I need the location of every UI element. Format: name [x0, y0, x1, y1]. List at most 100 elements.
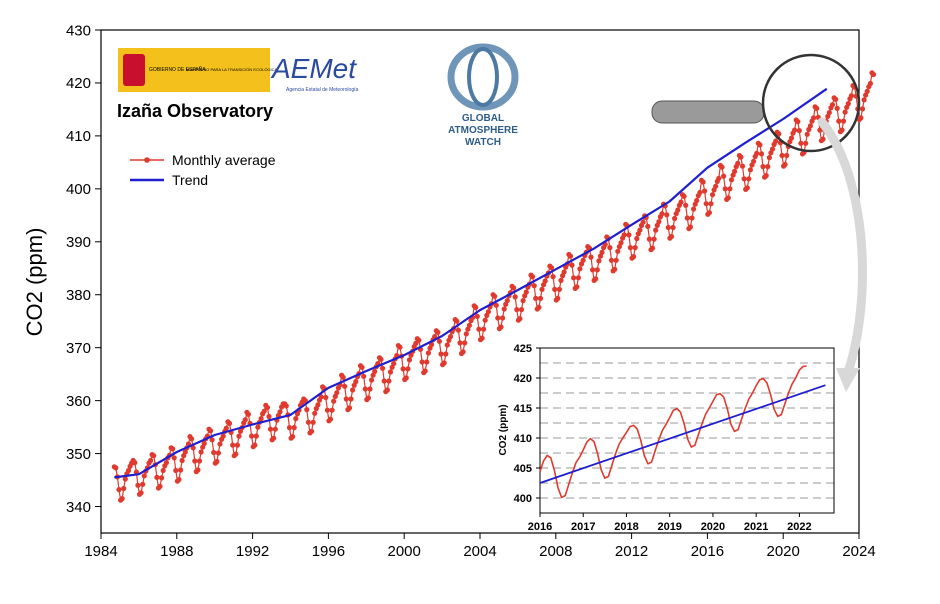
main-monthly-point [466, 322, 472, 328]
main-monthly-point [195, 467, 201, 473]
main-monthly-point [369, 377, 375, 383]
main-monthly-point [836, 118, 842, 124]
gaw-globe-icon [447, 43, 519, 111]
main-monthly-point [645, 223, 651, 229]
main-monthly-point [716, 175, 722, 181]
main-monthly-point [517, 316, 523, 322]
main-monthly-point [272, 426, 278, 432]
main-monthly-point [438, 351, 444, 357]
main-monthly-point [493, 302, 499, 308]
main-monthly-point [233, 451, 239, 457]
main-monthly-point [140, 481, 146, 487]
main-monthly-point [842, 109, 848, 115]
main-monthly-point [751, 158, 757, 164]
main-monthly-point [870, 71, 877, 78]
main-monthly-point [552, 286, 558, 292]
main-monthly-point [119, 496, 125, 502]
main-monthly-point [176, 476, 182, 483]
main-monthly-point [826, 110, 832, 116]
main-monthly-point [845, 101, 851, 107]
main-monthly-point [776, 131, 782, 137]
inset-x-tick-label: 2019 [657, 521, 681, 533]
main-monthly-point [561, 269, 567, 275]
main-monthly-point [391, 361, 397, 367]
inset-y-tick-label: 405 [514, 463, 532, 475]
main-monthly-point [462, 340, 468, 346]
main-monthly-point [476, 326, 482, 332]
main-monthly-point [728, 177, 735, 183]
main-monthly-point [719, 164, 725, 170]
gaw-logo: GLOBAL ATMOSPHERE WATCH [447, 43, 519, 148]
main-monthly-point [571, 275, 577, 281]
main-monthly-point [226, 420, 233, 426]
main-monthly-point [386, 378, 392, 384]
main-monthly-point [121, 485, 127, 492]
main-monthly-point [555, 295, 561, 301]
main-monthly-point [575, 275, 582, 281]
main-monthly-point [482, 317, 488, 323]
main-monthly-point [160, 467, 166, 474]
main-trend-line [114, 87, 828, 479]
main-monthly-point [170, 446, 176, 452]
main-monthly-point [747, 167, 754, 173]
main-y-tick-label: 360 [66, 393, 91, 410]
main-monthly-point [613, 257, 619, 263]
main-monthly-point [792, 127, 798, 133]
main-series-group [111, 70, 877, 503]
main-monthly-point [798, 140, 804, 146]
gaw-text-3: WATCH [465, 137, 501, 148]
main-monthly-point [867, 80, 874, 87]
main-monthly-point [773, 138, 779, 144]
main-monthly-point [261, 408, 267, 414]
main-monthly-point [230, 442, 236, 448]
main-monthly-point [530, 274, 536, 280]
main-monthly-point [803, 140, 809, 146]
main-monthly-point [646, 236, 653, 242]
main-monthly-point [721, 173, 727, 179]
main-y-tick-label: 370 [66, 340, 91, 357]
main-monthly-point [277, 409, 283, 415]
main-monthly-point [348, 396, 354, 402]
inset-y-axis-label: CO2 (ppm) [498, 404, 509, 455]
main-monthly-point [217, 441, 223, 447]
inset-y-tick-label: 415 [514, 403, 532, 415]
main-monthly-point [765, 164, 771, 170]
main-monthly-point [481, 326, 487, 332]
main-monthly-point [209, 437, 215, 443]
aemet-text: AEMet [270, 53, 357, 84]
main-monthly-point [607, 245, 613, 251]
main-monthly-point [255, 424, 261, 430]
main-monthly-point [634, 236, 640, 242]
main-monthly-point [839, 127, 845, 133]
main-monthly-point [697, 189, 703, 196]
main-y-tick-label: 340 [66, 499, 91, 516]
main-monthly-point [304, 407, 310, 413]
main-monthly-point [253, 433, 259, 439]
main-monthly-point [312, 410, 318, 416]
magnifier-icon [651, 53, 867, 392]
main-monthly-point [514, 307, 520, 313]
main-monthly-point [665, 224, 671, 231]
main-x-tick-label: 2024 [842, 543, 875, 560]
main-monthly-point [691, 206, 697, 212]
main-x-tick-label: 2012 [615, 543, 648, 560]
main-monthly-point [784, 152, 790, 159]
main-monthly-point [627, 245, 634, 251]
main-monthly-point [703, 201, 709, 207]
gobierno-text: GOBIERNO DE ESPAÑA [149, 66, 206, 73]
main-monthly-point [804, 131, 810, 137]
main-monthly-point [266, 413, 272, 420]
main-monthly-point [523, 289, 529, 295]
main-monthly-point [323, 394, 329, 401]
main-monthly-point [757, 142, 763, 148]
inset-axis-ticks: 2016 2017 2018 2019 2020 2021 2022 400 405 410 415… [514, 343, 812, 533]
main-monthly-point [435, 329, 441, 335]
main-monthly-point [327, 416, 334, 422]
main-monthly-point [215, 450, 221, 456]
main-monthly-point [727, 186, 733, 192]
main-monthly-point [758, 151, 765, 157]
main-monthly-point [455, 327, 461, 333]
main-monthly-point [577, 266, 583, 272]
main-monthly-point [640, 219, 646, 225]
